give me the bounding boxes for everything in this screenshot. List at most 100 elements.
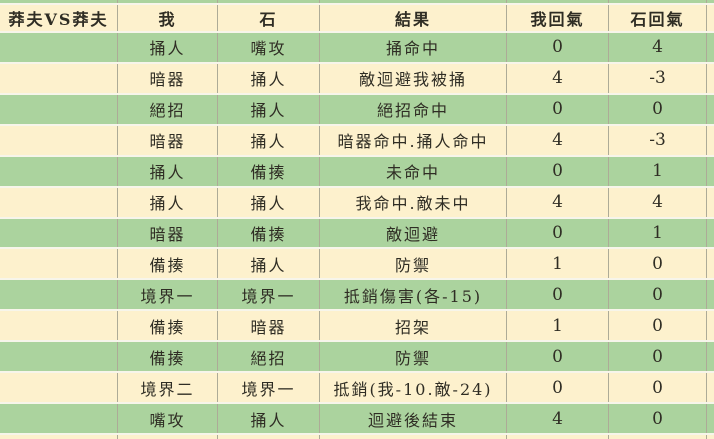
cell-stone[interactable]: 捅人	[218, 187, 320, 217]
cell-me[interactable]: 備揍	[118, 249, 218, 279]
cell-stone[interactable]: 境界一	[218, 373, 320, 403]
partial-row-bottom	[0, 434, 714, 439]
cell-result[interactable]: 未命中	[320, 156, 507, 186]
cell-stone-qi[interactable]: 4	[609, 33, 707, 62]
spreadsheet-cell	[707, 157, 714, 186]
cell-me-qi[interactable]: 0	[507, 373, 609, 403]
cell-stone-qi[interactable]: -3	[609, 125, 707, 155]
cell-label-empty[interactable]	[0, 187, 118, 217]
table-row: 捅人 捅人 我命中.敵未中 4 4	[0, 187, 714, 219]
cell-label-empty[interactable]	[0, 63, 118, 93]
cell-me-qi[interactable]: 0	[507, 218, 609, 248]
cell-me-qi[interactable]: 1	[507, 249, 609, 279]
cell-stone-qi[interactable]: 1	[609, 218, 707, 248]
cell-result[interactable]: 迴避後結束	[320, 404, 507, 433]
cell-stone[interactable]: 暗器	[218, 311, 320, 341]
cell-me-qi[interactable]: 1	[507, 311, 609, 341]
cell-result[interactable]: 我命中.敵未中	[320, 187, 507, 217]
cell-me[interactable]: 絕招	[118, 94, 218, 124]
cell-stone[interactable]: 嘴攻	[218, 33, 320, 62]
cell-me[interactable]: 捅人	[118, 33, 218, 62]
spreadsheet-cell	[0, 434, 118, 439]
cell-result[interactable]: 絕招命中	[320, 94, 507, 124]
cell-label-empty[interactable]	[0, 311, 118, 341]
spreadsheet-cell	[707, 0, 714, 3]
table-row: 備揍 捅人 防禦 1 0	[0, 249, 714, 281]
cell-me-qi[interactable]: 4	[507, 125, 609, 155]
cell-stone-qi[interactable]: 1	[609, 156, 707, 186]
cell-result[interactable]: 敵迴避	[320, 218, 507, 248]
spreadsheet-cell	[707, 188, 714, 217]
cell-me-qi[interactable]: 0	[507, 156, 609, 186]
cell-me[interactable]: 捅人	[118, 187, 218, 217]
cell-me[interactable]: 境界二	[118, 373, 218, 403]
cell-stone-qi[interactable]: 0	[609, 342, 707, 372]
cell-stone-qi[interactable]: 0	[609, 404, 707, 433]
header-cell-stone-qi[interactable]: 石回氣	[609, 5, 707, 31]
cell-stone-qi[interactable]: 0	[609, 94, 707, 124]
cell-label-empty[interactable]	[0, 280, 118, 310]
cell-stone[interactable]: 備揍	[218, 218, 320, 248]
spreadsheet-cell	[707, 373, 714, 402]
cell-result[interactable]: 敵迴避我被捅	[320, 63, 507, 93]
header-cell-result[interactable]: 結果	[320, 5, 507, 31]
table-row: 絕招 捅人 絕招命中 0 0	[0, 94, 714, 126]
cell-me[interactable]: 暗器	[118, 218, 218, 248]
cell-stone[interactable]: 絕招	[218, 342, 320, 372]
cell-stone[interactable]: 捅人	[218, 63, 320, 93]
cell-me[interactable]: 暗器	[118, 63, 218, 93]
cell-stone-qi[interactable]: 0	[609, 280, 707, 310]
cell-label-empty[interactable]	[0, 404, 118, 433]
cell-label-empty[interactable]	[0, 125, 118, 155]
spreadsheet-cell	[707, 95, 714, 124]
spreadsheet-cell	[320, 0, 507, 3]
cell-me[interactable]: 備揍	[118, 311, 218, 341]
cell-me[interactable]: 捅人	[118, 156, 218, 186]
cell-result[interactable]: 防禦	[320, 249, 507, 279]
spreadsheet-cell	[609, 434, 707, 439]
cell-label-empty[interactable]	[0, 249, 118, 279]
cell-me[interactable]: 暗器	[118, 125, 218, 155]
cell-stone[interactable]: 捅人	[218, 404, 320, 433]
cell-stone[interactable]: 備揍	[218, 156, 320, 186]
cell-result[interactable]: 抵銷傷害(各-15)	[320, 280, 507, 310]
cell-result[interactable]: 招架	[320, 311, 507, 341]
cell-me[interactable]: 備揍	[118, 342, 218, 372]
cell-label-empty[interactable]	[0, 33, 118, 62]
cell-stone-qi[interactable]: 4	[609, 187, 707, 217]
header-row: 莽夫VS莽夫 我 石 結果 我回氣 石回氣	[0, 5, 714, 33]
cell-label-empty[interactable]	[0, 218, 118, 248]
cell-result[interactable]: 防禦	[320, 342, 507, 372]
cell-me-qi[interactable]: 4	[507, 404, 609, 433]
cell-stone[interactable]: 境界一	[218, 280, 320, 310]
header-cell-stone[interactable]: 石	[218, 5, 320, 31]
header-cell-me[interactable]: 我	[118, 5, 218, 31]
cell-me-qi[interactable]: 0	[507, 280, 609, 310]
cell-stone[interactable]: 捅人	[218, 94, 320, 124]
cell-me[interactable]: 嘴攻	[118, 404, 218, 433]
header-cell-me-qi[interactable]: 我回氣	[507, 5, 609, 31]
cell-me-qi[interactable]: 4	[507, 187, 609, 217]
cell-label-empty[interactable]	[0, 342, 118, 372]
cell-me-qi[interactable]: 0	[507, 33, 609, 62]
cell-stone-qi[interactable]: 0	[609, 373, 707, 403]
spreadsheet-cell	[707, 435, 714, 439]
cell-result[interactable]: 暗器命中.捅人命中	[320, 125, 507, 155]
cell-result[interactable]: 抵銷(我-10.敵-24)	[320, 373, 507, 403]
cell-stone-qi[interactable]: -3	[609, 63, 707, 93]
spreadsheet-cell	[707, 404, 714, 433]
cell-stone-qi[interactable]: 0	[609, 249, 707, 279]
header-cell-title[interactable]: 莽夫VS莽夫	[0, 5, 118, 31]
cell-label-empty[interactable]	[0, 94, 118, 124]
cell-label-empty[interactable]	[0, 156, 118, 186]
cell-result[interactable]: 捅命中	[320, 33, 507, 62]
cell-me-qi[interactable]: 0	[507, 94, 609, 124]
cell-me-qi[interactable]: 4	[507, 63, 609, 93]
cell-stone-qi[interactable]: 0	[609, 311, 707, 341]
cell-me[interactable]: 境界一	[118, 280, 218, 310]
cell-me-qi[interactable]: 0	[507, 342, 609, 372]
cell-stone[interactable]: 捅人	[218, 125, 320, 155]
cell-stone[interactable]: 捅人	[218, 249, 320, 279]
cell-label-empty[interactable]	[0, 373, 118, 403]
